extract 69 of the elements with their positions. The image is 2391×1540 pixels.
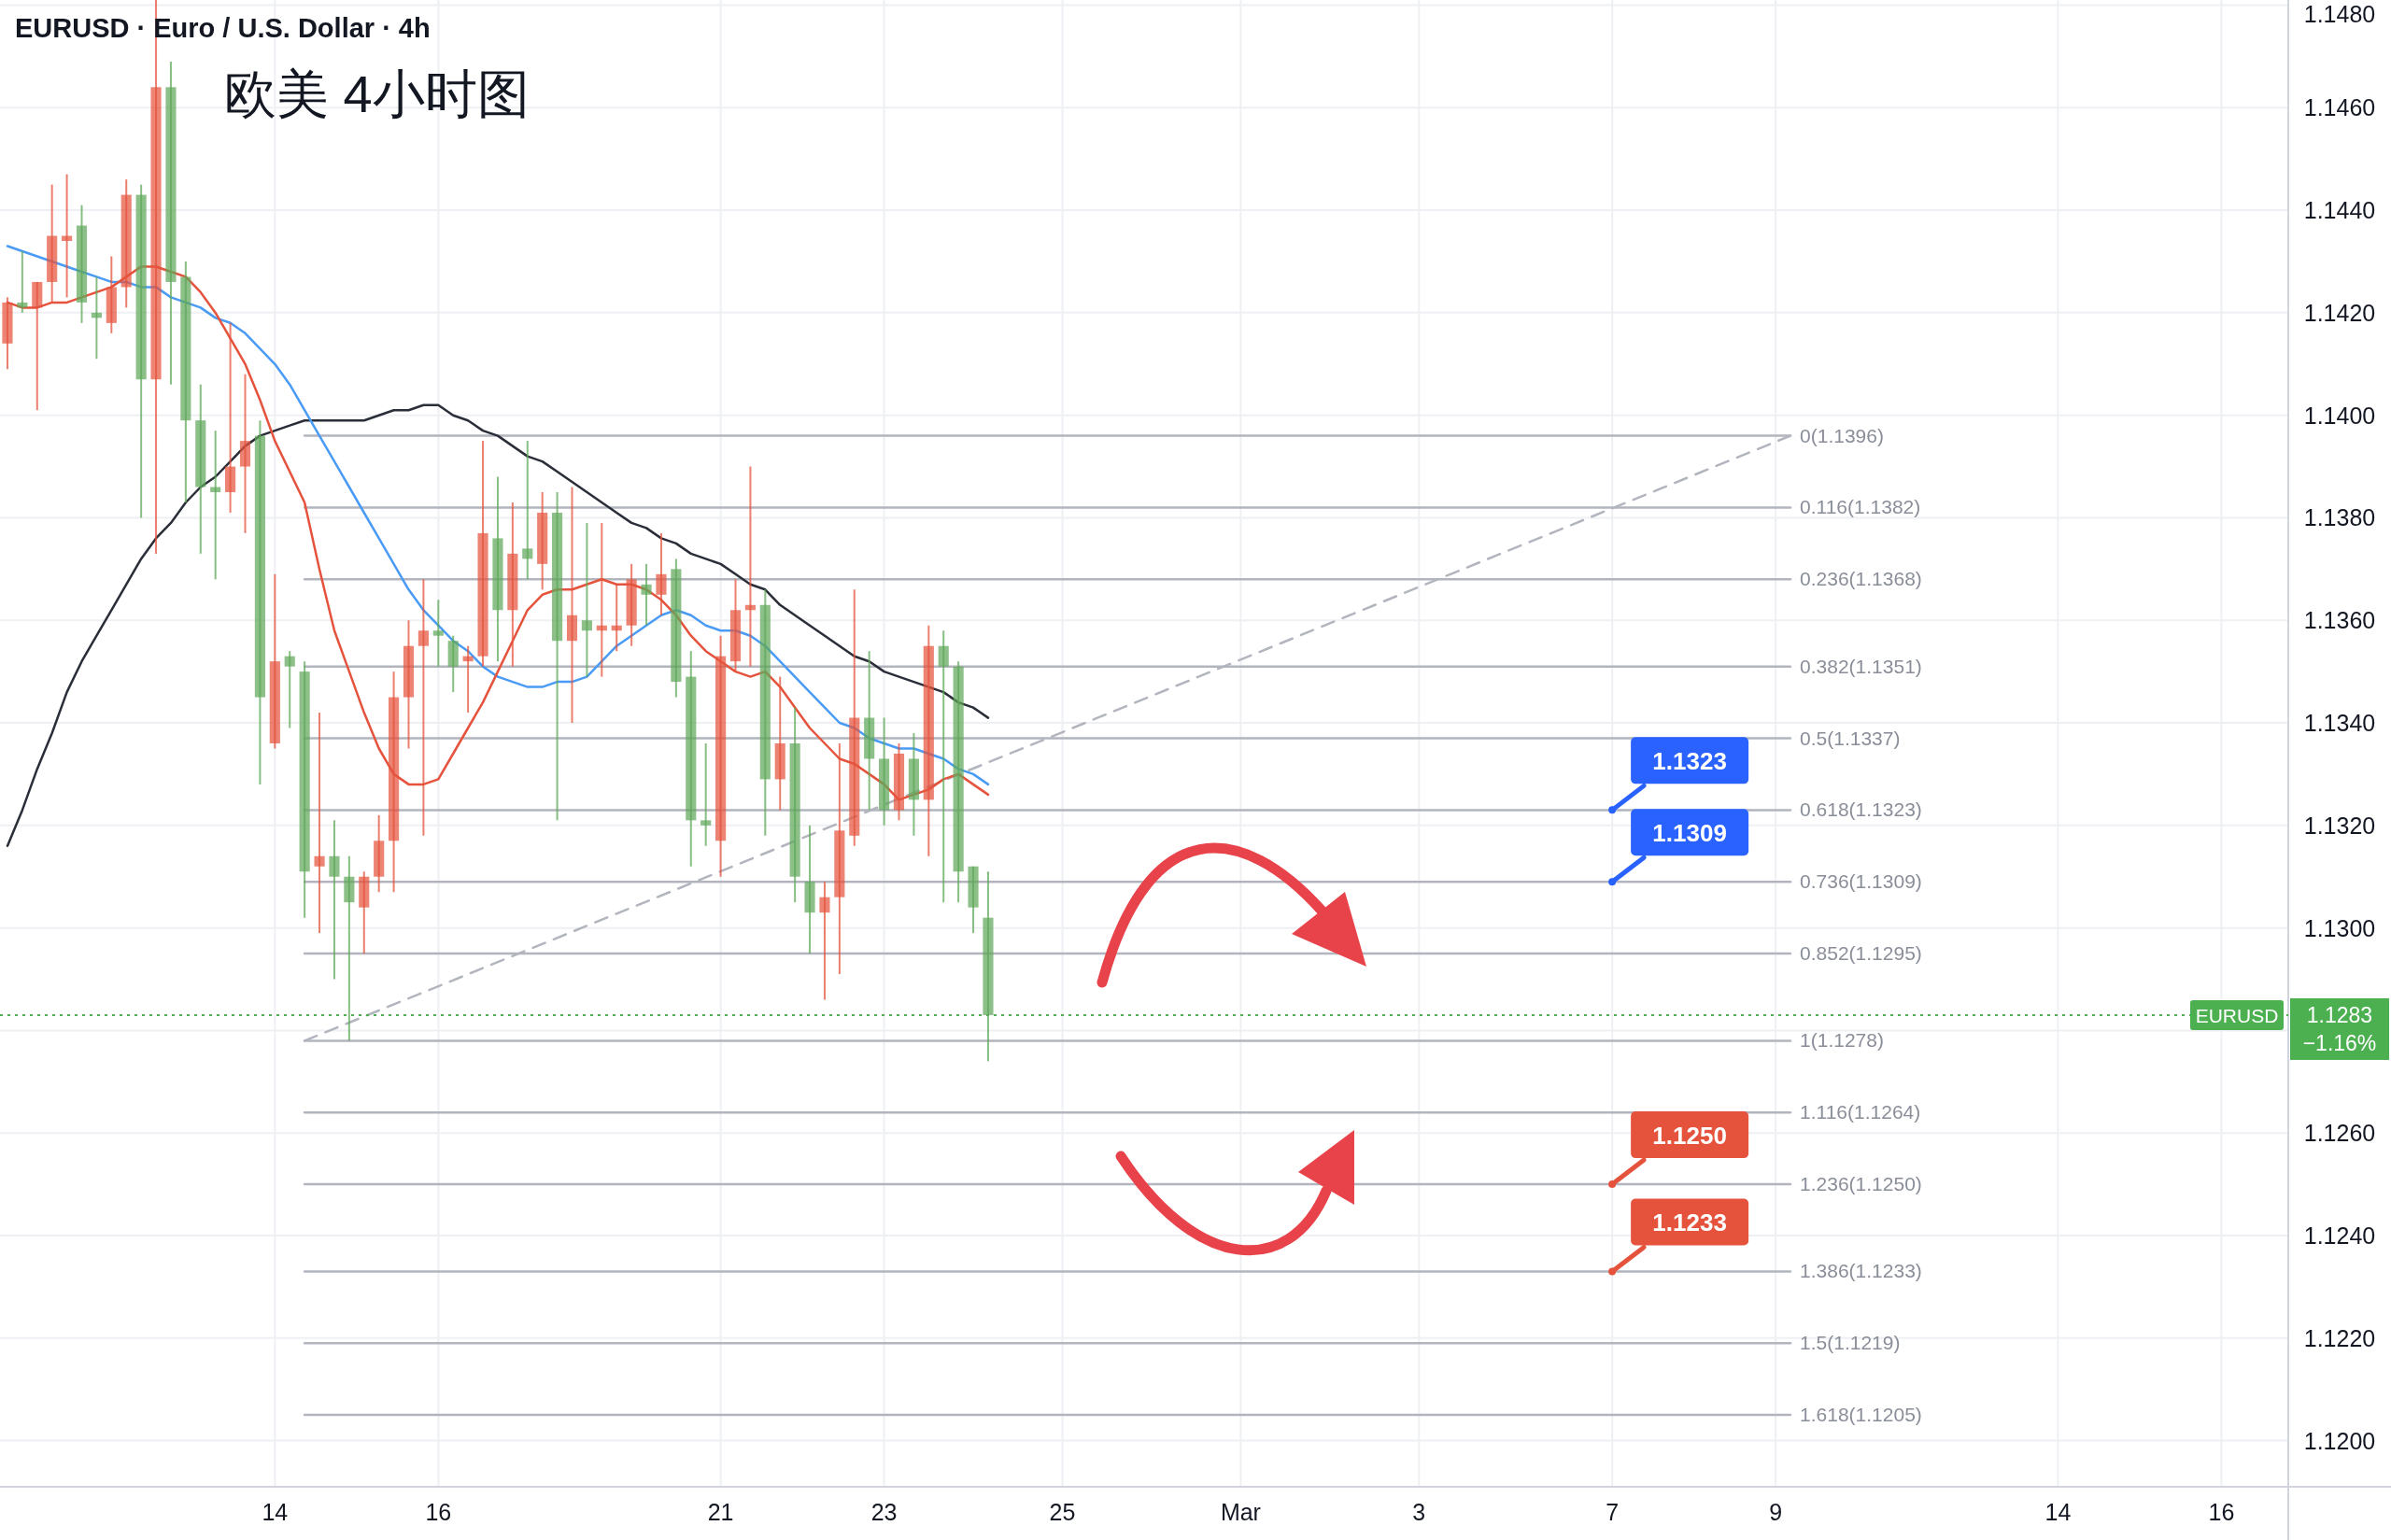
- series-label: 0.618(1.1323): [1800, 798, 1922, 821]
- candlestick: [611, 583, 622, 653]
- series-label: 1.5(1.1219): [1800, 1332, 1901, 1354]
- y-tick-label: 1.1340: [2303, 710, 2376, 737]
- y-tick-label: 1.1400: [2303, 402, 2376, 429]
- y-tick-label: 1.1460: [2303, 94, 2376, 121]
- candlestick: [656, 531, 667, 616]
- y-tick-label: 1.1240: [2303, 1222, 2376, 1250]
- series-label: 0.382(1.1351): [1800, 655, 1922, 677]
- y-tick-label: 1.1220: [2303, 1324, 2376, 1351]
- annotation: 1.1250: [1652, 1122, 1727, 1151]
- x-tick-label: 21: [707, 1499, 734, 1525]
- candlestick: [91, 276, 102, 360]
- x-tick-label: 9: [1769, 1499, 1783, 1525]
- y-tick-label: 1.1360: [2303, 607, 2376, 634]
- x-tick-label: 14: [2044, 1499, 2072, 1525]
- candlestick: [581, 521, 592, 678]
- series-label: 0.5(1.1337): [1800, 727, 1901, 749]
- candlestick: [225, 321, 236, 514]
- annotation: 1.1233: [1652, 1208, 1727, 1237]
- y-tick-label: 1.1440: [2303, 197, 2376, 224]
- ref-label: EURUSD: [2190, 999, 2284, 1030]
- series-label: 1.236(1.1250): [1800, 1173, 1922, 1195]
- candlestick: [938, 629, 949, 904]
- series-label: 0.116(1.1382): [1800, 496, 1921, 518]
- candlestick: [641, 562, 652, 627]
- y-tick-label: 1.1480: [2303, 1, 2376, 27]
- series-label: 1(1.1278): [1800, 1029, 1884, 1052]
- series-label: 0(1.1396): [1800, 424, 1884, 446]
- series-label: 0.236(1.1368): [1800, 568, 1922, 590]
- text: 欧美 4小时图: [224, 64, 530, 123]
- candlestick: [284, 650, 295, 729]
- y-tick-label: 1.1380: [2303, 504, 2376, 531]
- candlestick: [744, 465, 756, 668]
- line-series: [6, 403, 990, 848]
- series-label: 1.116(1.1264): [1800, 1101, 1921, 1123]
- y-tick-label: 1.1200: [2303, 1427, 2376, 1454]
- series-label: 1.618(1.1205): [1800, 1404, 1922, 1426]
- x-tick-label: Mar: [1220, 1499, 1261, 1525]
- candlestick: [62, 173, 73, 299]
- series-label: 1.386(1.1233): [1800, 1260, 1922, 1282]
- candlestick: [210, 430, 221, 581]
- candlestick: [819, 881, 830, 1001]
- x-tick-label: 23: [870, 1499, 898, 1525]
- candlestick: [566, 486, 578, 725]
- x-tick-label: 14: [262, 1499, 289, 1525]
- candlestick: [522, 440, 533, 581]
- y-tick-label: 1.1320: [2303, 812, 2376, 839]
- x-tick-label: 3: [1412, 1499, 1426, 1525]
- series-label: 0.852(1.1295): [1800, 942, 1922, 965]
- annotation: 1.1323: [1652, 747, 1727, 776]
- x-tick-label: 25: [1049, 1499, 1076, 1525]
- candlestick: [344, 855, 355, 1042]
- candlestick: [314, 712, 325, 935]
- candlestick: [596, 521, 607, 678]
- x-tick-label: 16: [425, 1499, 452, 1525]
- candlestick: [462, 644, 474, 714]
- series-label: 0.736(1.1309): [1800, 870, 1922, 893]
- x-tick-label: 7: [1606, 1499, 1620, 1525]
- annotation: 1.1309: [1652, 819, 1727, 848]
- x-tick-label: 16: [2208, 1499, 2235, 1525]
- y-tick-label: 1.1260: [2303, 1120, 2376, 1147]
- y-tick-label: 1.1420: [2303, 299, 2376, 326]
- y-tick-label: 1.1300: [2303, 914, 2376, 941]
- candlestick: [329, 819, 340, 981]
- candlestick: [432, 599, 444, 668]
- candlestick: [700, 742, 712, 847]
- candlestick: [17, 249, 28, 314]
- ref-value: 1.1283 −1.16%: [2290, 997, 2389, 1060]
